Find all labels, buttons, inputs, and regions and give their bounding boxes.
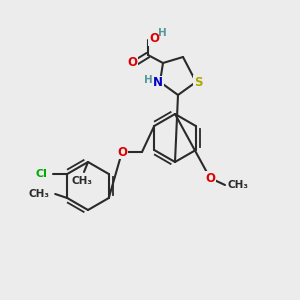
Text: O: O	[149, 32, 159, 46]
Text: Cl: Cl	[35, 169, 47, 179]
Text: S: S	[194, 76, 202, 88]
Text: H: H	[158, 28, 166, 38]
Text: CH₃: CH₃	[28, 189, 49, 199]
Text: N: N	[153, 76, 163, 89]
Text: O: O	[117, 146, 127, 158]
Text: CH₃: CH₃	[71, 176, 92, 186]
Text: O: O	[127, 56, 137, 70]
Text: CH₃: CH₃	[227, 180, 248, 190]
Text: H: H	[144, 75, 152, 85]
Text: O: O	[205, 172, 215, 184]
